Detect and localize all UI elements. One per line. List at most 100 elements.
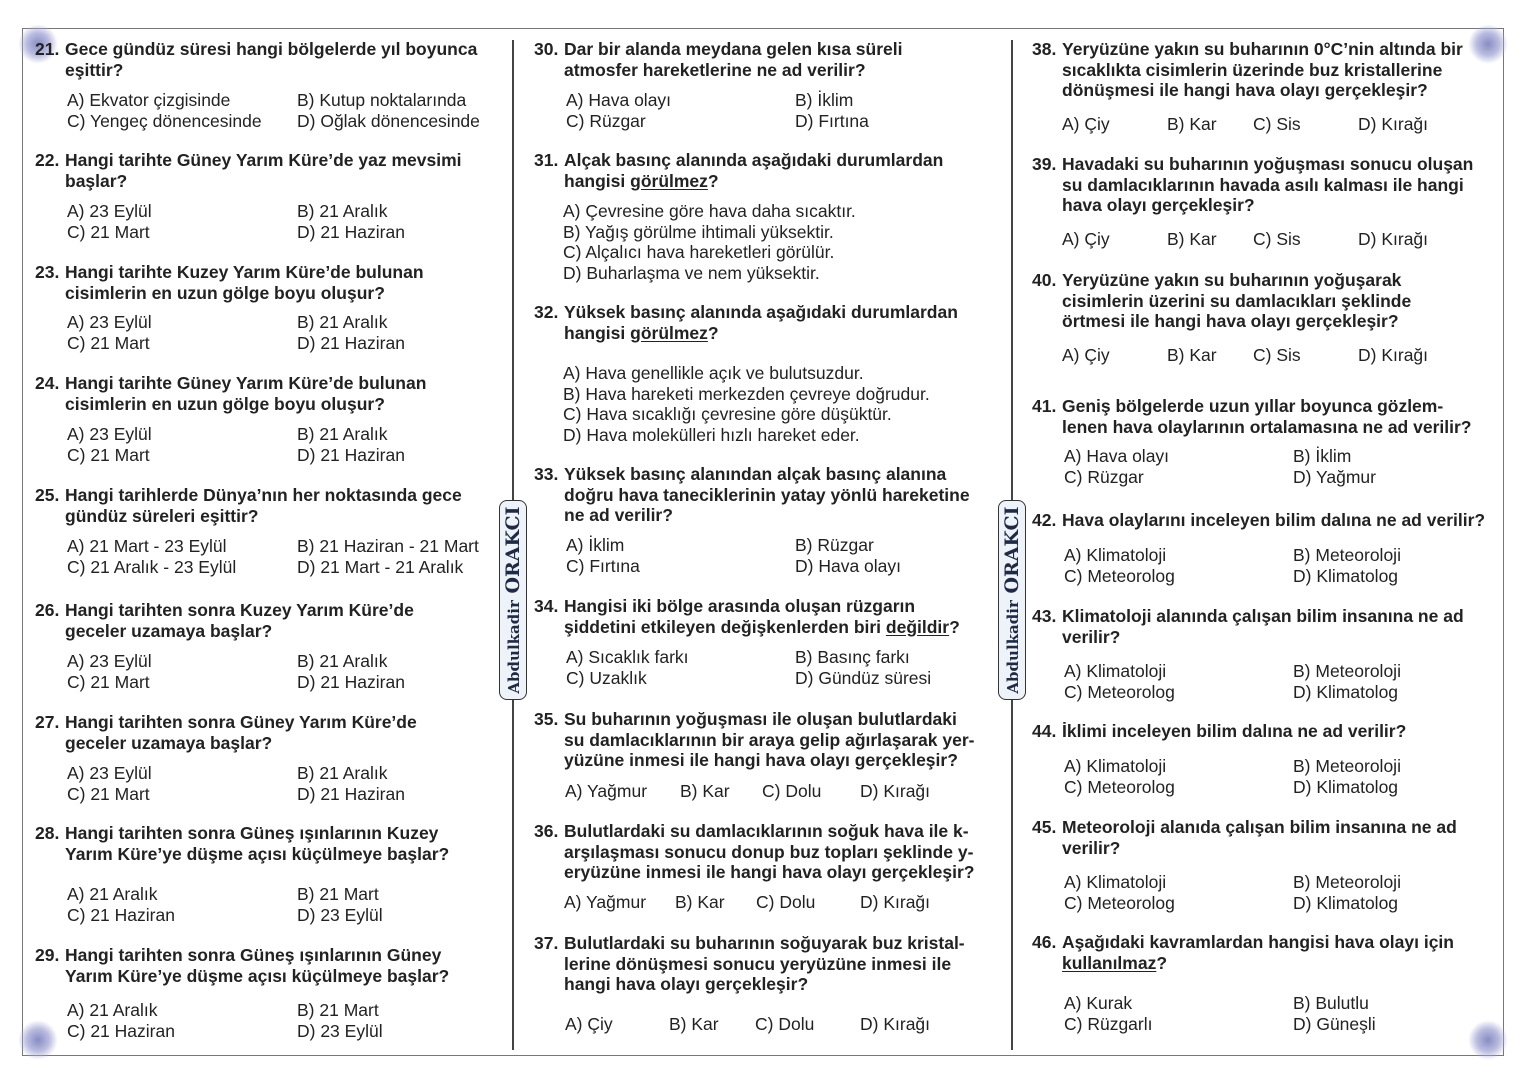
answer-option-d[interactable]: D) Gündüz süresi (795, 667, 932, 688)
answer-option-b[interactable]: B) 21 Mart (297, 1000, 379, 1020)
answer-option-d[interactable]: D) 23 Eylül (297, 904, 383, 925)
answer-option-b[interactable]: B) Meteoroloji (1293, 756, 1401, 776)
answer-option-a[interactable]: A) Yağmur (564, 892, 647, 912)
answer-option-d[interactable]: D) Yağmur (1293, 466, 1376, 487)
answer-option-c[interactable]: C) Meteorolog (1064, 681, 1175, 702)
answer-option-c[interactable]: C) Yengeç dönencesinde (67, 110, 262, 131)
answer-option-c[interactable]: C) 21 Haziran (67, 904, 175, 925)
answer-option-c[interactable]: C) Uzaklık (566, 667, 647, 688)
answer-option-a[interactable]: A) 21 Mart - 23 Eylül (67, 536, 227, 556)
answer-option-d[interactable]: D) Klimatolog (1293, 892, 1399, 913)
answer-option-b[interactable]: B) Meteoroloji (1293, 661, 1401, 681)
answer-option-b[interactable]: B) Kar (680, 781, 730, 801)
answer-option-b[interactable]: B) Hava hareketi merkezden çevreye doğru… (563, 383, 930, 404)
answer-option-c[interactable]: C) Rüzgar (566, 110, 646, 131)
answer-option-b[interactable]: B) 21 Haziran - 21 Mart (297, 536, 479, 556)
answer-option-d[interactable]: D) Kırağı (1358, 114, 1429, 134)
answer-option-c[interactable]: C) Rüzgarlı (1064, 1013, 1153, 1034)
answer-option-d[interactable]: D) 21 Haziran (297, 332, 405, 353)
answer-option-c[interactable]: C) Rüzgar (1064, 466, 1144, 487)
answer-option-c[interactable]: C) Meteorolog (1064, 892, 1175, 913)
answer-option-a[interactable]: A) 23 Eylül (67, 312, 152, 332)
answer-option-c[interactable]: C) 21 Mart (67, 783, 150, 804)
answer-option-a[interactable]: A) Sıcaklık farkı (566, 647, 689, 667)
answer-option-b[interactable]: B) 21 Aralık (297, 312, 388, 332)
answer-option-b[interactable]: B) Kar (1167, 345, 1217, 365)
answer-option-c[interactable]: C) 21 Aralık - 23 Eylül (67, 556, 237, 577)
answer-option-a[interactable]: A) Çiy (1062, 345, 1110, 365)
answer-option-a[interactable]: A) Klimatoloji (1064, 661, 1167, 681)
answer-option-d[interactable]: D) 21 Haziran (297, 671, 405, 692)
answer-option-c[interactable]: C) Dolu (756, 892, 816, 912)
answer-option-a[interactable]: A) Ekvator çizgisinde (67, 90, 231, 110)
answer-option-a[interactable]: A) 23 Eylül (67, 424, 152, 444)
answer-option-a[interactable]: A) Kurak (1064, 993, 1133, 1013)
answer-option-d[interactable]: D) Kırağı (1358, 345, 1429, 365)
answer-option-a[interactable]: A) 23 Eylül (67, 651, 152, 671)
answer-option-c[interactable]: C) 21 Mart (67, 671, 150, 692)
answer-option-c[interactable]: C) Dolu (762, 781, 822, 801)
answer-option-c[interactable]: C) 21 Mart (67, 332, 150, 353)
answer-option-a[interactable]: A) Hava olayı (1064, 446, 1170, 466)
answer-option-a[interactable]: A) Çevresine göre hava daha sıcaktır. (563, 201, 856, 221)
answer-option-d[interactable]: D) 21 Mart - 21 Aralık (297, 556, 464, 577)
answer-option-b[interactable]: B) Meteoroloji (1293, 872, 1401, 892)
answer-option-d[interactable]: D) Hava olayı (795, 555, 902, 576)
answer-option-d[interactable]: D) Buharlaşma ve nem yüksektir. (563, 262, 820, 283)
answer-option-c[interactable]: C) 21 Mart (67, 221, 150, 242)
answer-option-a[interactable]: A) 21 Aralık (67, 1000, 158, 1020)
answer-option-b[interactable]: B) Basınç farkı (795, 647, 910, 667)
answer-option-d[interactable]: D) Kırağı (860, 781, 931, 801)
answer-option-b[interactable]: B) Bulutlu (1293, 993, 1369, 1013)
answer-option-a[interactable]: A) Çiy (1062, 229, 1110, 249)
answer-option-a[interactable]: A) Hava genellikle açık ve bulutsuzdur. (563, 363, 864, 383)
answer-option-a[interactable]: A) Hava olayı (566, 90, 672, 110)
answer-option-c[interactable]: C) Fırtına (566, 555, 640, 576)
answer-option-a[interactable]: A) Klimatoloji (1064, 545, 1167, 565)
answer-option-d[interactable]: D) 21 Haziran (297, 444, 405, 465)
answer-option-c[interactable]: C) 21 Haziran (67, 1020, 175, 1041)
answer-option-b[interactable]: B) İklim (795, 90, 854, 110)
answer-option-d[interactable]: D) 23 Eylül (297, 1020, 383, 1041)
answer-option-b[interactable]: B) 21 Aralık (297, 424, 388, 444)
answer-option-a[interactable]: A) Çiy (565, 1014, 613, 1034)
answer-option-b[interactable]: B) Meteoroloji (1293, 545, 1401, 565)
answer-option-c[interactable]: C) Hava sıcaklığı çevresine göre düşüktü… (563, 404, 892, 424)
answer-option-b[interactable]: B) İklim (1293, 446, 1352, 466)
answer-option-a[interactable]: A) Klimatoloji (1064, 872, 1167, 892)
answer-option-c[interactable]: C) Sis (1253, 229, 1301, 249)
answer-option-b[interactable]: B) Yağış görülme ihtimali yüksektir. (563, 221, 834, 242)
answer-option-c[interactable]: C) Sis (1253, 114, 1301, 134)
answer-option-c[interactable]: C) Alçalıcı hava hareketleri görülür. (563, 242, 835, 262)
answer-option-a[interactable]: A) İklim (566, 535, 625, 555)
answer-option-a[interactable]: A) 23 Eylül (67, 763, 152, 783)
answer-option-b[interactable]: B) 21 Aralık (297, 651, 388, 671)
answer-option-d[interactable]: D) Kırağı (860, 1014, 931, 1034)
answer-option-d[interactable]: D) Klimatolog (1293, 776, 1399, 797)
answer-option-b[interactable]: B) 21 Aralık (297, 763, 388, 783)
answer-option-d[interactable]: D) Klimatolog (1293, 565, 1399, 586)
answer-option-c[interactable]: C) Sis (1253, 345, 1301, 365)
answer-option-b[interactable]: B) Kar (1167, 229, 1217, 249)
answer-option-b[interactable]: B) 21 Mart (297, 884, 379, 904)
answer-option-a[interactable]: A) 23 Eylül (67, 201, 152, 221)
answer-option-d[interactable]: D) Oğlak dönencesinde (297, 110, 480, 131)
answer-option-b[interactable]: B) 21 Aralık (297, 201, 388, 221)
answer-option-a[interactable]: A) Klimatoloji (1064, 756, 1167, 776)
answer-option-d[interactable]: D) Hava molekülleri hızlı hareket eder. (563, 424, 860, 445)
answer-option-a[interactable]: A) Yağmur (565, 781, 648, 801)
answer-option-b[interactable]: B) Kutup noktalarında (297, 90, 467, 110)
answer-option-c[interactable]: C) Meteorolog (1064, 776, 1175, 797)
answer-option-a[interactable]: A) Çiy (1062, 114, 1110, 134)
answer-option-d[interactable]: D) Fırtına (795, 110, 869, 131)
answer-option-c[interactable]: C) Meteorolog (1064, 565, 1175, 586)
answer-option-d[interactable]: D) Kırağı (860, 892, 931, 912)
answer-option-d[interactable]: D) 21 Haziran (297, 221, 405, 242)
answer-option-c[interactable]: C) 21 Mart (67, 444, 150, 465)
answer-option-b[interactable]: B) Kar (669, 1014, 719, 1034)
answer-option-d[interactable]: D) Kırağı (1358, 229, 1429, 249)
answer-option-d[interactable]: D) Güneşli (1293, 1013, 1376, 1034)
answer-option-b[interactable]: B) Kar (1167, 114, 1217, 134)
answer-option-b[interactable]: B) Rüzgar (795, 535, 874, 555)
answer-option-d[interactable]: D) Klimatolog (1293, 681, 1399, 702)
